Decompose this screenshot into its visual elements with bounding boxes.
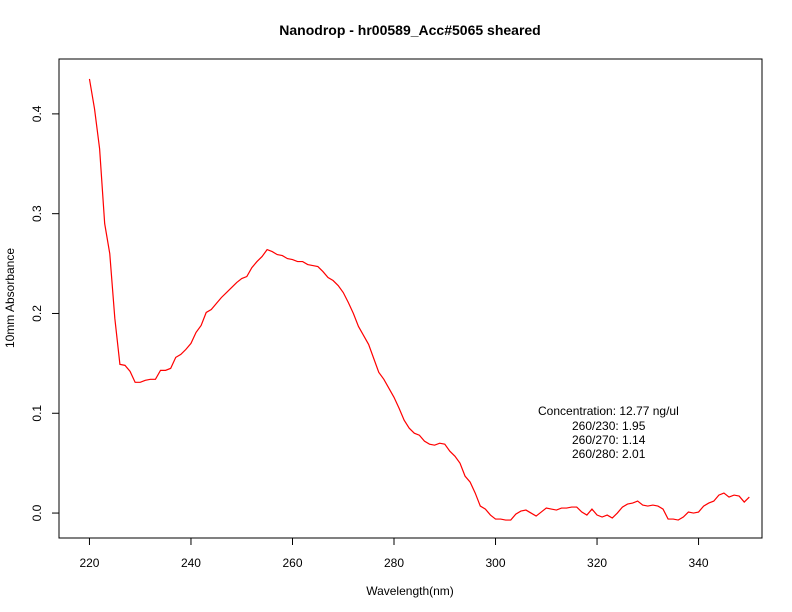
y-tick-label: 0.2 <box>30 305 44 322</box>
x-tick-label: 300 <box>486 556 506 570</box>
x-axis: 220 240 260 280 300 320 340 <box>79 537 709 570</box>
y-tick-label: 0.3 <box>30 205 44 222</box>
x-tick-label: 320 <box>587 556 607 570</box>
x-tick-label: 240 <box>181 556 201 570</box>
annotation-ratio-260-230: 260/230: 1.95 <box>572 419 646 433</box>
chart-title: Nanodrop - hr00589_Acc#5065 sheared <box>279 22 540 38</box>
annotation-concentration: Concentration: 12.77 ng/ul <box>538 404 679 418</box>
plot-frame <box>58 58 763 539</box>
x-tick-label: 220 <box>79 556 99 570</box>
annotation-ratio-260-280: 260/280: 2.01 <box>572 447 646 461</box>
y-tick-label: 0.0 <box>30 504 44 521</box>
y-axis: 0.0 0.1 0.2 0.3 0.4 <box>30 105 60 521</box>
x-tick-label: 260 <box>282 556 302 570</box>
y-axis-label: 10mm Absorbance <box>3 248 17 348</box>
y-tick-label: 0.1 <box>30 405 44 422</box>
stats-annotation: Concentration: 12.77 ng/ul 260/230: 1.95… <box>538 404 679 461</box>
y-tick-label: 0.4 <box>30 105 44 122</box>
annotation-ratio-260-270: 260/270: 1.14 <box>572 433 646 447</box>
x-axis-label: Wavelength(nm) <box>366 584 454 598</box>
x-tick-label: 340 <box>689 556 709 570</box>
absorbance-series-line <box>88 78 750 521</box>
x-tick-label: 280 <box>384 556 404 570</box>
